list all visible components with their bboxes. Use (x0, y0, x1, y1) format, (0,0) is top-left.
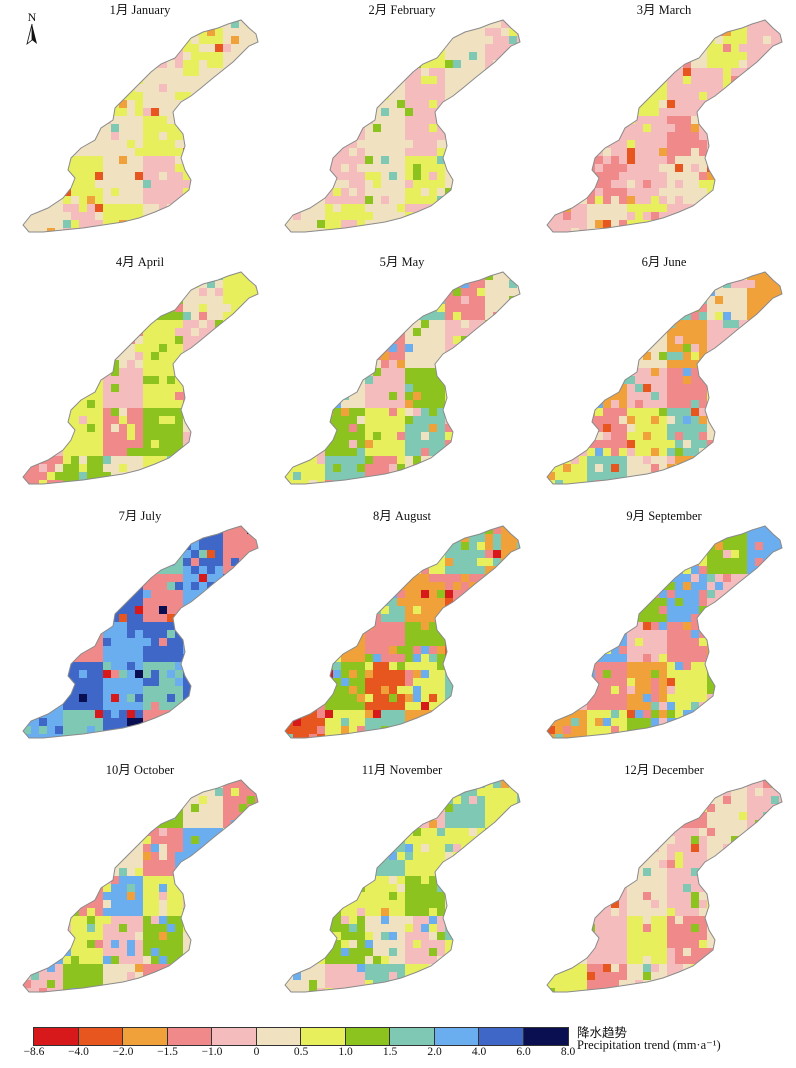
month-title: 8月 August (373, 509, 432, 523)
legend-swatch (523, 1028, 568, 1045)
trend-raster (547, 272, 782, 484)
basin-boundary (546, 525, 783, 739)
month-title: 2月 February (369, 3, 437, 17)
legend-tick-label: 2.0 (427, 1046, 442, 1058)
trend-raster (23, 20, 258, 232)
month-map-panel: 11月 November (284, 763, 521, 993)
legend-swatch (390, 1028, 435, 1045)
month-map-panel: 9月 September (546, 509, 783, 739)
monthly-maps: 1月 January 2月 February 3月 March 4月 April 5月 … (22, 3, 783, 993)
month-title: 5月 May (380, 255, 426, 269)
month-map-panel: 2月 February (284, 3, 521, 233)
trend-raster (23, 526, 258, 738)
trend-raster (285, 272, 520, 484)
legend-tick-label: 0.5 (293, 1046, 309, 1058)
month-map-panel: 10月 October (22, 763, 259, 993)
legend-tick-label: 0 (253, 1046, 260, 1058)
trend-raster (285, 780, 520, 992)
month-title: 10月 October (106, 763, 175, 777)
month-map-panel: 6月 June (546, 255, 783, 485)
month-title: 6月 June (642, 255, 687, 269)
month-map-panel: 12月 December (546, 763, 783, 993)
trend-raster (547, 526, 782, 738)
basin-boundary (22, 779, 259, 993)
legend-tick-label: −2.0 (112, 1046, 134, 1058)
month-title: 11月 November (362, 763, 443, 777)
month-title: 4月 April (116, 255, 165, 269)
legend-tick-label: −8.6 (23, 1046, 45, 1058)
legend-tick-label: −1.0 (201, 1046, 223, 1058)
north-arrow-icon (26, 23, 37, 46)
legend-tick-label: 8.0 (560, 1046, 576, 1058)
legend-title-en: Precipitation trend (mm·a⁻¹) (577, 1038, 721, 1052)
month-title: 3月 March (637, 3, 692, 17)
trend-raster (285, 526, 520, 738)
month-title: 9月 September (626, 509, 702, 523)
basin-boundary (546, 779, 783, 993)
legend-tick-label: 6.0 (516, 1046, 531, 1058)
month-title: 7月 July (119, 509, 162, 523)
north-arrow: N (22, 10, 42, 50)
trend-raster (547, 20, 782, 232)
legend-swatch (345, 1028, 390, 1045)
month-map-panel: 4月 April (22, 255, 259, 485)
legend-tick-label: −1.5 (157, 1046, 178, 1058)
month-title: 12月 December (624, 763, 704, 777)
trend-raster (547, 780, 782, 992)
trend-raster (23, 272, 258, 484)
month-map-panel: 5月 May (284, 255, 521, 485)
legend-swatch (256, 1028, 301, 1045)
basin-boundary (546, 19, 783, 233)
legend-tick-label: −4.0 (68, 1046, 89, 1058)
legend-tick-label: 1.0 (338, 1046, 353, 1058)
legend: −8.6 −4.0 −2.0 −1.5 −1.0 0 0.5 1.0 1.5 2.0 4.0 6.0 8… (24, 1027, 603, 1067)
basin-boundary (284, 779, 521, 993)
legend-swatch (78, 1028, 123, 1045)
basin-boundary (284, 19, 521, 233)
basin-boundary (22, 271, 259, 485)
legend-swatch (434, 1028, 479, 1045)
month-map-panel: 1月 January (22, 3, 259, 233)
legend-swatch (34, 1028, 79, 1045)
basin-boundary (22, 525, 259, 739)
month-map-panel: 3月 March (546, 3, 783, 233)
legend-swatch (301, 1028, 346, 1045)
legend-swatch (167, 1028, 212, 1045)
north-label: N (27, 10, 37, 24)
legend-tick-label: 1.5 (382, 1046, 398, 1058)
trend-raster (23, 780, 258, 992)
legend-swatch (479, 1028, 524, 1045)
month-map-panel: 8月 August (284, 509, 521, 739)
legend-swatch (212, 1028, 257, 1045)
basin-boundary (284, 271, 521, 485)
legend-tick-label: 4.0 (471, 1046, 487, 1058)
basin-boundary (284, 525, 521, 739)
basin-boundary (22, 19, 259, 233)
month-title: 1月 January (110, 3, 171, 17)
legend-color-bar (33, 1027, 569, 1046)
legend-title-cn: 降水趋势 (577, 1025, 628, 1040)
basin-boundary (546, 271, 783, 485)
legend-swatch (123, 1028, 168, 1045)
month-map-panel: 7月 July (22, 509, 259, 739)
trend-raster (285, 20, 520, 232)
